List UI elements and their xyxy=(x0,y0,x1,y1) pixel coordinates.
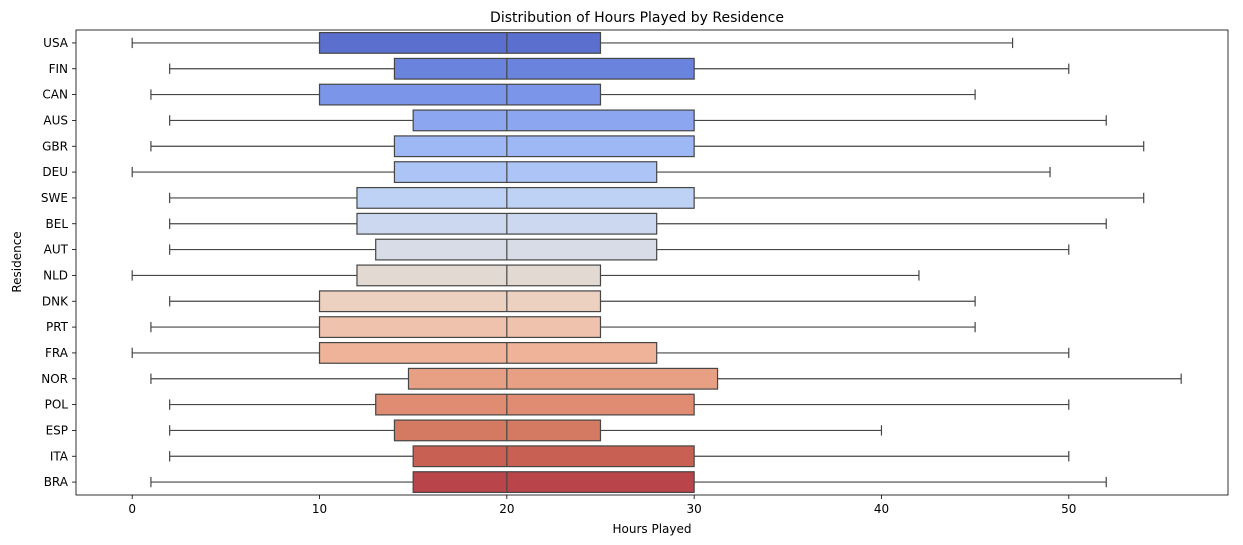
x-tick-label: 0 xyxy=(128,502,136,516)
y-tick-label: NLD xyxy=(43,268,68,282)
y-tick-label: SWE xyxy=(41,191,68,205)
y-tick-label: DNK xyxy=(42,294,69,308)
y-axis-title: Residence xyxy=(10,231,24,292)
chart-title: Distribution of Hours Played by Residenc… xyxy=(490,10,784,26)
box-can xyxy=(150,83,976,106)
x-tick-label: 10 xyxy=(312,502,327,516)
y-tick-label: NOR xyxy=(41,372,68,386)
iqr-box xyxy=(375,393,695,416)
x-axis-title: Hours Played xyxy=(613,522,692,536)
box-prt xyxy=(150,316,976,339)
iqr-box xyxy=(356,264,602,287)
box-deu xyxy=(131,161,1051,184)
iqr-box xyxy=(393,135,695,158)
box-nor xyxy=(150,367,1182,390)
iqr-box xyxy=(412,471,695,494)
x-tick-label: 20 xyxy=(499,502,514,516)
iqr-box xyxy=(356,186,695,209)
x-tick-label: 40 xyxy=(874,502,889,516)
y-tick-label: USA xyxy=(43,36,69,50)
plot-frame xyxy=(75,29,1229,496)
iqr-box xyxy=(412,445,695,468)
box-usa xyxy=(131,31,1014,54)
y-axis: USA FIN CAN AUS GBR DEU SWE BEL AUT NLD DNK PRT FRA N… xyxy=(41,36,76,489)
iqr-box xyxy=(412,109,695,132)
box-pol xyxy=(169,393,1070,416)
y-tick-label: BRA xyxy=(44,475,69,489)
y-tick-label: AUS xyxy=(43,113,68,127)
iqr-box xyxy=(393,419,602,442)
x-tick-label: 50 xyxy=(1061,502,1076,516)
box-fin xyxy=(169,57,1070,80)
box-ita xyxy=(169,445,1070,468)
y-tick-label: CAN xyxy=(42,88,68,102)
iqr-box xyxy=(375,238,658,261)
y-tick-label: ITA xyxy=(50,449,69,463)
iqr-box xyxy=(318,290,602,313)
box-aut xyxy=(169,238,1070,261)
y-tick-label: GBR xyxy=(42,139,68,153)
box-esp xyxy=(169,419,883,442)
box-fra xyxy=(131,341,1070,364)
y-tick-label: DEU xyxy=(42,165,68,179)
y-tick-label: BEL xyxy=(46,217,69,231)
y-tick-label: POL xyxy=(45,398,69,412)
iqr-box xyxy=(318,83,602,106)
iqr-box xyxy=(318,316,602,339)
iqr-box xyxy=(393,57,695,80)
y-tick-label: AUT xyxy=(44,243,69,257)
box-bel xyxy=(169,212,1107,235)
box-bra xyxy=(150,471,1107,494)
x-axis: 0 10 20 30 40 50 xyxy=(128,495,1076,516)
box-gbr xyxy=(150,135,1145,158)
y-tick-label: FIN xyxy=(49,62,68,76)
y-tick-label: FRA xyxy=(45,346,69,360)
plot-area xyxy=(131,31,1182,494)
x-tick-label: 30 xyxy=(687,502,702,516)
box-dnk xyxy=(169,290,976,313)
iqr-box xyxy=(318,341,658,364)
y-tick-label: ESP xyxy=(46,423,68,437)
iqr-box xyxy=(318,31,602,54)
box-swe xyxy=(169,186,1145,209)
box-nld xyxy=(131,264,920,287)
iqr-box xyxy=(407,367,719,390)
y-tick-label: PRT xyxy=(46,320,69,334)
iqr-box xyxy=(393,161,658,184)
box-aus xyxy=(169,109,1107,132)
